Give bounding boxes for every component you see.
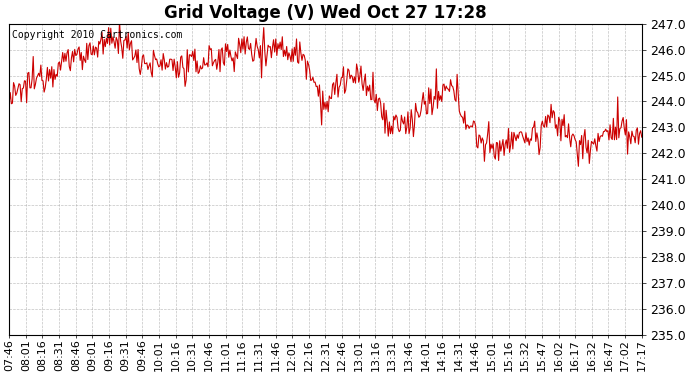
- Title: Grid Voltage (V) Wed Oct 27 17:28: Grid Voltage (V) Wed Oct 27 17:28: [164, 4, 486, 22]
- Text: Copyright 2010 Cartronics.com: Copyright 2010 Cartronics.com: [12, 30, 183, 40]
